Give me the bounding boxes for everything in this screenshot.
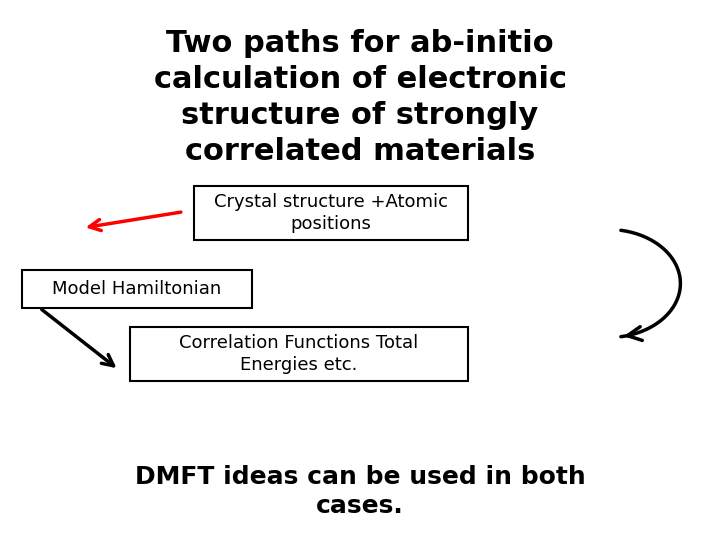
FancyBboxPatch shape — [130, 327, 468, 381]
FancyBboxPatch shape — [194, 186, 468, 240]
Text: Model Hamiltonian: Model Hamiltonian — [52, 280, 222, 298]
Text: Correlation Functions Total
Energies etc.: Correlation Functions Total Energies etc… — [179, 334, 418, 374]
Text: DMFT ideas can be used in both
cases.: DMFT ideas can be used in both cases. — [135, 464, 585, 518]
Text: Two paths for ab-initio
calculation of electronic
structure of strongly
correlat: Two paths for ab-initio calculation of e… — [153, 29, 567, 166]
FancyBboxPatch shape — [22, 270, 252, 308]
Text: Crystal structure +Atomic
positions: Crystal structure +Atomic positions — [215, 193, 448, 233]
